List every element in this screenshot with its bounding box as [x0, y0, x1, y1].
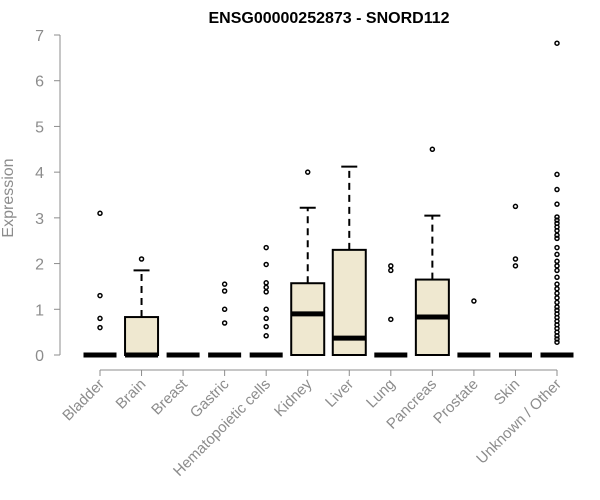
outlier-point — [263, 261, 269, 268]
outlier-point — [554, 217, 560, 223]
outlier-point — [554, 333, 560, 339]
outlier-point — [138, 256, 145, 262]
x-tick-label: Skin — [491, 376, 524, 409]
box-brain — [124, 256, 160, 358]
y-tick-label: 3 — [35, 211, 44, 228]
box-pancreas — [414, 146, 450, 357]
y-tick-label: 2 — [35, 257, 44, 274]
outlier-point — [554, 186, 560, 193]
outlier-point — [97, 324, 103, 331]
outlier-point — [554, 40, 560, 46]
outlier-point — [554, 232, 560, 238]
x-tick-label: Breast — [148, 375, 191, 418]
outlier-point — [554, 244, 560, 251]
outlier-point — [554, 299, 560, 306]
box-unknown-other — [540, 40, 574, 358]
box-kidney — [290, 169, 326, 357]
outlier-point — [263, 306, 269, 313]
outlier-point — [388, 267, 394, 274]
y-axis: 0 1 2 3 4 5 6 7 — [35, 28, 61, 365]
outlier-point — [554, 274, 560, 281]
outlier-point — [554, 214, 560, 220]
x-tick-label: Bladder — [59, 376, 108, 425]
outlier-point — [263, 315, 269, 322]
outlier-point — [263, 289, 269, 295]
outlier-point — [263, 323, 269, 330]
box-body — [290, 282, 326, 357]
outlier-point — [263, 284, 269, 291]
outlier-point — [97, 315, 103, 322]
outlier-point — [554, 339, 560, 345]
box-liver — [331, 165, 367, 357]
y-tick-label: 5 — [35, 119, 44, 136]
outlier-point — [221, 288, 228, 294]
outlier-point — [512, 263, 519, 269]
outlier-point — [512, 203, 519, 210]
outlier-point — [554, 227, 560, 234]
box-body — [124, 316, 160, 356]
box-skin — [498, 203, 532, 358]
box-hematopoietic-cells — [249, 244, 283, 358]
outlier-point — [554, 281, 560, 287]
x-tick-label: Liver — [322, 376, 357, 411]
outlier-point — [263, 280, 269, 286]
outlier-point — [263, 244, 269, 251]
y-tick-label: 6 — [35, 74, 44, 91]
outlier-point — [263, 333, 269, 339]
y-tick-label: 4 — [35, 165, 44, 182]
outlier-point — [429, 146, 436, 153]
outlier-point — [554, 290, 560, 297]
outlier-point — [304, 169, 311, 175]
box-prostate — [457, 298, 491, 358]
outlier-point — [554, 304, 560, 310]
outlier-point — [388, 263, 394, 269]
outlier-point — [554, 171, 560, 178]
outlier-point — [554, 267, 560, 274]
outlier-point — [471, 298, 477, 304]
outlier-point — [221, 320, 228, 326]
outlier-point — [97, 210, 103, 217]
outlier-point — [221, 281, 228, 287]
x-tick-label: Lung — [363, 376, 399, 412]
y-tick-label: 1 — [35, 302, 44, 319]
y-tick-label: 7 — [35, 28, 44, 45]
x-tick-label: Kidney — [271, 375, 316, 420]
outlier-point — [554, 263, 560, 269]
outlier-point — [512, 256, 519, 262]
chart-title: ENSG00000252873 - SNORD112 — [208, 10, 449, 27]
outlier-point — [554, 336, 560, 342]
y-axis-label: Expression — [0, 158, 17, 237]
outlier-point — [97, 292, 103, 299]
box-gastric — [208, 281, 242, 358]
boxes — [83, 40, 574, 358]
outlier-point — [388, 316, 394, 323]
outlier-point — [554, 295, 560, 301]
outlier-point — [554, 201, 560, 207]
box-lung — [374, 263, 408, 358]
outlier-point — [221, 306, 228, 313]
outlier-point — [554, 235, 560, 242]
outlier-point — [554, 258, 560, 265]
y-tick-label: 0 — [35, 348, 44, 365]
x-tick-label: Prostate — [430, 376, 482, 428]
x-tick-label: Brain — [113, 376, 150, 413]
outlier-point — [554, 285, 560, 292]
outlier-point — [554, 251, 560, 258]
box-bladder — [83, 210, 117, 358]
